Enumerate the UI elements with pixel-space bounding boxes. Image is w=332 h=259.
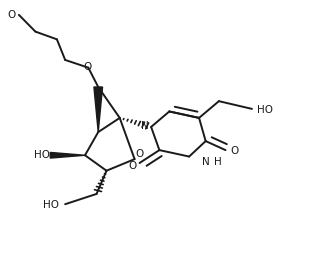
Text: HO: HO: [42, 200, 58, 211]
Text: H: H: [214, 157, 222, 167]
Text: N: N: [203, 157, 210, 167]
Text: O: O: [7, 10, 16, 20]
Polygon shape: [50, 153, 85, 158]
Polygon shape: [94, 87, 103, 132]
Text: O: O: [83, 62, 91, 72]
Text: HO: HO: [257, 105, 273, 115]
Text: HO: HO: [34, 150, 49, 160]
Text: N: N: [141, 121, 149, 131]
Text: O: O: [128, 161, 136, 171]
Text: O: O: [230, 146, 239, 156]
Text: O: O: [135, 149, 144, 159]
